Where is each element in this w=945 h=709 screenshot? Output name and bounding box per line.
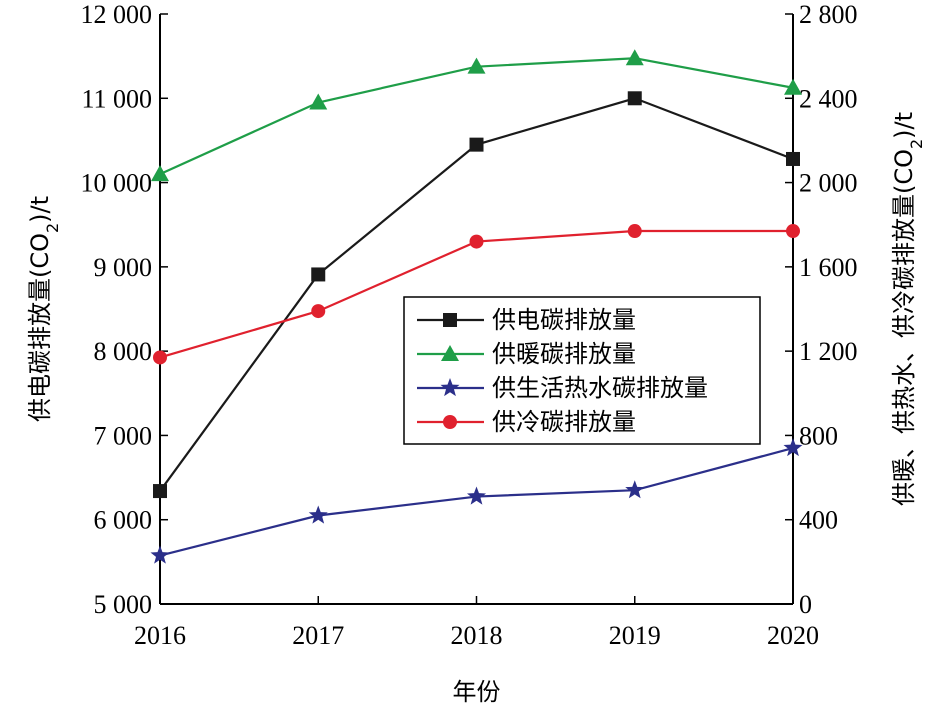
data-point [469,137,484,152]
x-tick-label: 2018 [451,621,503,650]
left-tick-label: 9 000 [94,253,153,282]
left-tick-label: 7 000 [94,421,153,450]
left-tick-label: 12 000 [81,0,153,29]
data-point [311,304,326,319]
data-point [151,165,169,182]
right-tick-label: 1 200 [799,337,858,366]
legend-label: 供冷碳排放量 [492,408,636,436]
series-1 [151,49,802,182]
data-point [153,484,167,499]
data-point [625,49,644,66]
y-axis-right-title: 供暖、供热水、供冷碳排放量(CO2)/t [890,112,926,506]
series-2 [150,438,803,564]
legend-marker [443,415,457,429]
data-point [467,57,486,74]
x-tick-label: 2020 [767,621,819,650]
data-point [466,486,487,505]
right-tick-label: 2 800 [799,0,858,29]
x-tick-label: 2017 [292,621,344,650]
right-tick-label: 800 [799,421,838,450]
right-tick-label: 1 600 [799,253,858,282]
data-point [150,545,170,564]
legend-box [403,296,761,445]
data-point [308,505,328,524]
data-point [786,224,800,239]
x-tick-label: 2019 [609,621,661,650]
series-line [159,447,794,557]
x-tick-label: 2016 [134,621,186,650]
data-point [469,234,484,249]
data-point [786,151,800,166]
data-point [783,438,803,457]
series-line [159,57,794,176]
legend-label: 供生活热水碳排放量 [492,374,708,402]
right-tick-label: 2 000 [799,169,858,198]
right-tick-label: 400 [799,506,838,535]
data-point [311,267,326,282]
legend-marker [440,378,460,397]
y-axis-left-title: 供电碳排放量(CO2)/t [26,196,62,422]
data-point [153,350,167,365]
legend-marker [443,313,457,327]
x-axis-title: 年份 [453,678,501,706]
data-point [627,91,642,106]
series-3 [153,224,800,365]
legend-marker [441,345,459,361]
data-point [784,78,802,95]
left-tick-label: 10 000 [81,169,153,198]
legend-label: 供电碳排放量 [492,306,636,334]
left-tick-label: 11 000 [81,84,152,113]
left-tick-label: 6 000 [94,506,153,535]
legend-label: 供暖碳排放量 [492,340,636,368]
series-0 [153,91,800,499]
data-point [627,224,642,239]
left-tick-label: 8 000 [94,337,153,366]
right-tick-label: 2 400 [799,84,858,113]
left-tick-label: 5 000 [94,590,153,619]
right-tick-label: 0 [799,590,812,619]
data-point [625,480,645,499]
data-point [309,93,328,110]
